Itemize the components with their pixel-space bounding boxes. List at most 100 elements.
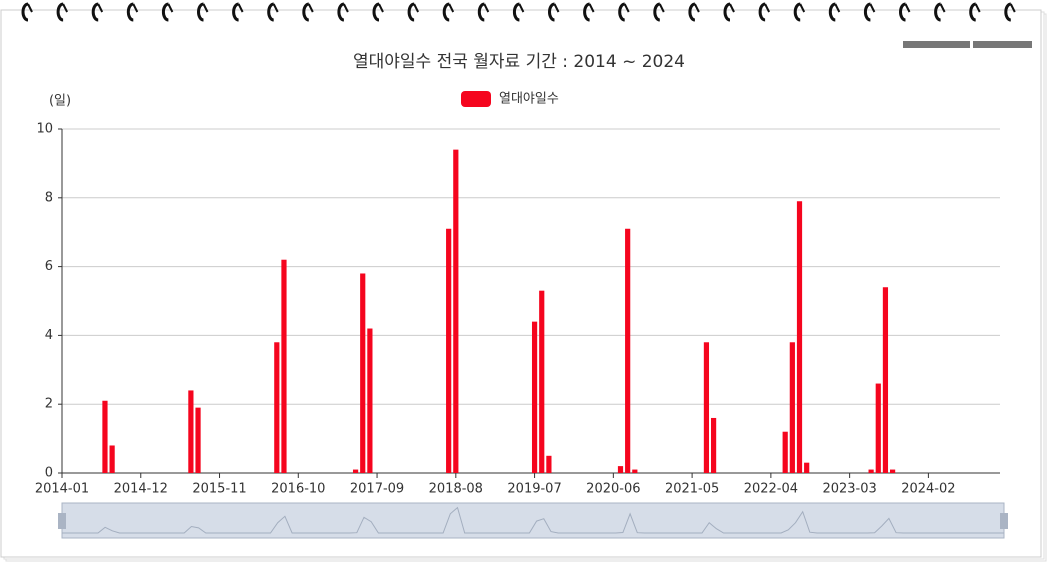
bar [453, 149, 459, 473]
bar [789, 342, 795, 473]
x-tick-label: 2017-09 [350, 482, 404, 497]
chart-title: 열대야일수 전국 월자료 기간 : 2014 ~ 2024 [353, 52, 685, 72]
ring [658, 3, 665, 13]
ring [56, 2, 64, 22]
ring [723, 2, 731, 22]
ring [442, 2, 450, 22]
ring [834, 3, 841, 13]
ring [518, 3, 525, 13]
bar [109, 445, 115, 473]
bar [796, 201, 803, 474]
x-tick-label: 2024-02 [901, 482, 955, 497]
bar [782, 431, 788, 473]
bar [446, 228, 452, 473]
bar [882, 287, 889, 473]
ring [653, 2, 661, 22]
ring [197, 2, 204, 22]
ring [974, 3, 981, 13]
toolbar-button[interactable] [973, 41, 1032, 48]
ring [202, 3, 209, 13]
ring [694, 3, 700, 13]
ring [21, 2, 29, 22]
ring [477, 2, 485, 22]
x-tick-label: 2020-06 [586, 482, 640, 497]
ring [828, 2, 836, 22]
ring [161, 2, 169, 22]
ring [407, 2, 415, 22]
bar [617, 466, 624, 473]
zoom-handle [58, 513, 66, 529]
ring [969, 2, 977, 22]
ring [372, 2, 380, 22]
x-tick-label: 2018-08 [429, 482, 483, 497]
ring [1009, 3, 1016, 13]
ring [167, 3, 174, 13]
ring [267, 2, 275, 22]
x-tick-label: 2014-12 [114, 482, 168, 497]
bar [274, 342, 280, 473]
ring [863, 2, 871, 22]
ring [1004, 2, 1012, 22]
bar [632, 469, 638, 473]
ring [512, 2, 520, 22]
bar [804, 462, 810, 473]
binding-rings [21, 2, 1016, 22]
ring [272, 3, 279, 13]
ring [91, 2, 99, 22]
ring [378, 3, 384, 13]
ring [302, 2, 310, 22]
x-tick-label: 2022-04 [744, 482, 798, 497]
x-tick-label: 2019-07 [507, 482, 561, 497]
bar [546, 455, 552, 473]
ring [132, 3, 139, 13]
ring [793, 2, 801, 22]
y-tick-label: 10 [36, 122, 53, 137]
legend-label: 열대야일수 [499, 92, 559, 107]
ring [758, 2, 766, 22]
ring [483, 3, 490, 13]
ring [904, 3, 911, 13]
x-tick-label: 2015-11 [192, 482, 246, 497]
bar [102, 400, 108, 473]
bar [889, 469, 896, 473]
ring [548, 2, 555, 22]
bar [875, 383, 881, 473]
ring [232, 2, 239, 22]
ring [583, 2, 590, 22]
ring [729, 3, 735, 13]
ring [413, 3, 419, 13]
bar [281, 259, 287, 473]
ring [307, 3, 314, 13]
ring [939, 3, 946, 13]
ring [899, 2, 906, 22]
bar [868, 469, 874, 473]
ring [688, 2, 696, 22]
ring [62, 3, 68, 13]
bar [703, 342, 710, 473]
ring [126, 2, 134, 22]
ring [799, 3, 806, 13]
page-frame [0, 9, 1047, 562]
ring [343, 3, 349, 13]
y-tick-label: 0 [45, 466, 53, 481]
ring [237, 3, 244, 13]
ring [934, 2, 941, 22]
x-tick-label: 2023-03 [822, 482, 876, 497]
toolbar-button[interactable] [903, 41, 970, 48]
y-tick-label: 6 [45, 259, 53, 274]
bar [539, 290, 545, 473]
zoom-handle [1000, 513, 1008, 529]
bar [625, 228, 631, 473]
zoom-preview-line [62, 506, 1004, 534]
ring [337, 2, 345, 22]
x-tick-label: 2014-01 [35, 482, 89, 497]
ring [588, 3, 595, 13]
bar [195, 407, 201, 473]
ring [97, 3, 104, 13]
bar [367, 328, 373, 473]
bar [710, 417, 717, 473]
bar [360, 273, 366, 473]
ring [27, 3, 33, 13]
bar [188, 390, 194, 473]
